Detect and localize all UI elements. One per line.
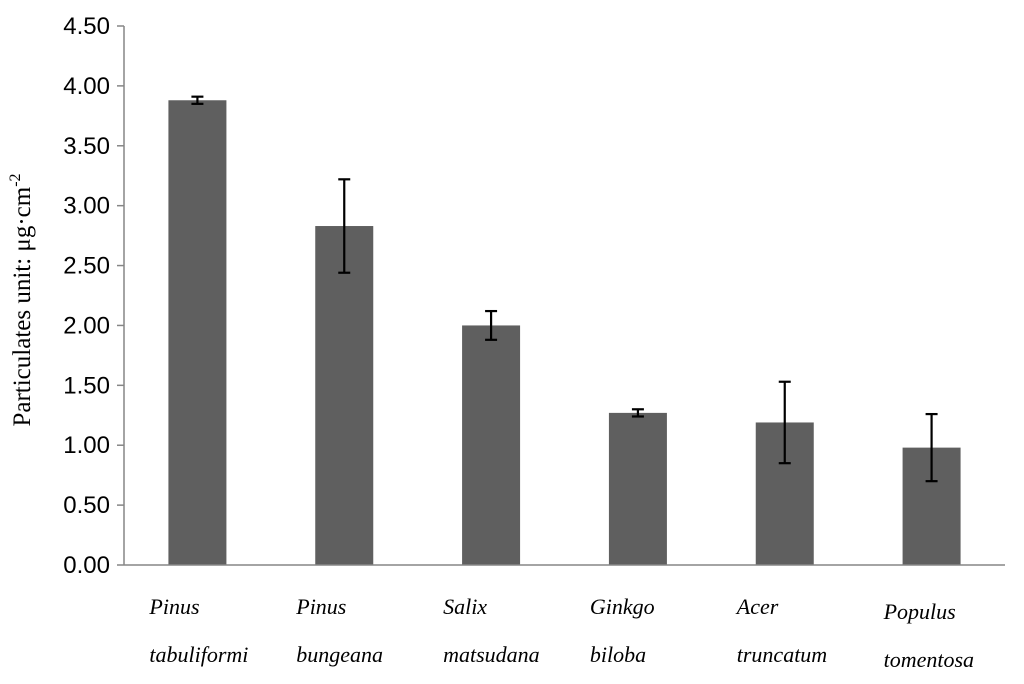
bar <box>462 325 521 565</box>
category-label: biloba <box>590 642 646 667</box>
category-label: Acer <box>735 594 779 619</box>
y-tick-label: 1.00 <box>63 432 110 459</box>
bar <box>168 100 227 566</box>
category-label: Populus <box>883 599 956 624</box>
y-tick-label: 0.00 <box>63 552 110 579</box>
y-tick-label: 1.50 <box>63 372 110 399</box>
y-axis-ticks: 0.00 0.50 1.00 1.50 2.00 2.50 3.00 3.50 4.00 4.50 <box>63 13 124 579</box>
category-label: bungeana <box>296 642 383 667</box>
y-tick-label: 4.50 <box>63 13 110 40</box>
category-label: Pinus <box>295 594 346 619</box>
bar <box>315 226 374 566</box>
bar <box>608 412 667 565</box>
category-labels: Pinus tabuliformi Pinus bungeana Salix matsud… <box>148 594 974 672</box>
bars-group <box>168 100 961 566</box>
category-label: Ginkgo <box>590 594 655 619</box>
y-tick-label: 3.00 <box>63 193 110 220</box>
error-bar <box>485 309 498 341</box>
error-bar <box>631 408 644 418</box>
y-tick-label: 4.00 <box>63 73 110 100</box>
category-label: Salix <box>443 594 487 619</box>
category-label: tabuliformi <box>149 642 248 667</box>
error-bar <box>778 380 791 465</box>
error-bar <box>191 95 204 105</box>
y-tick-label: 2.00 <box>63 312 110 339</box>
y-tick-label: 0.50 <box>63 492 110 519</box>
y-tick-label: 2.50 <box>63 253 110 280</box>
error-bar <box>338 178 351 274</box>
error-bar <box>925 412 938 483</box>
y-axis-label-main: Particulates unit: μg·cm <box>9 186 36 426</box>
error-bars-group <box>191 95 938 483</box>
category-label: tomentosa <box>884 647 974 672</box>
y-axis-label: Particulates unit: μg·cm-2 <box>7 173 36 426</box>
category-label: Pinus <box>148 594 199 619</box>
y-tick-label: 3.50 <box>63 133 110 160</box>
y-axis-label-superscript: -2 <box>7 173 24 186</box>
category-label: truncatum <box>737 642 827 667</box>
category-label: matsudana <box>443 642 540 667</box>
